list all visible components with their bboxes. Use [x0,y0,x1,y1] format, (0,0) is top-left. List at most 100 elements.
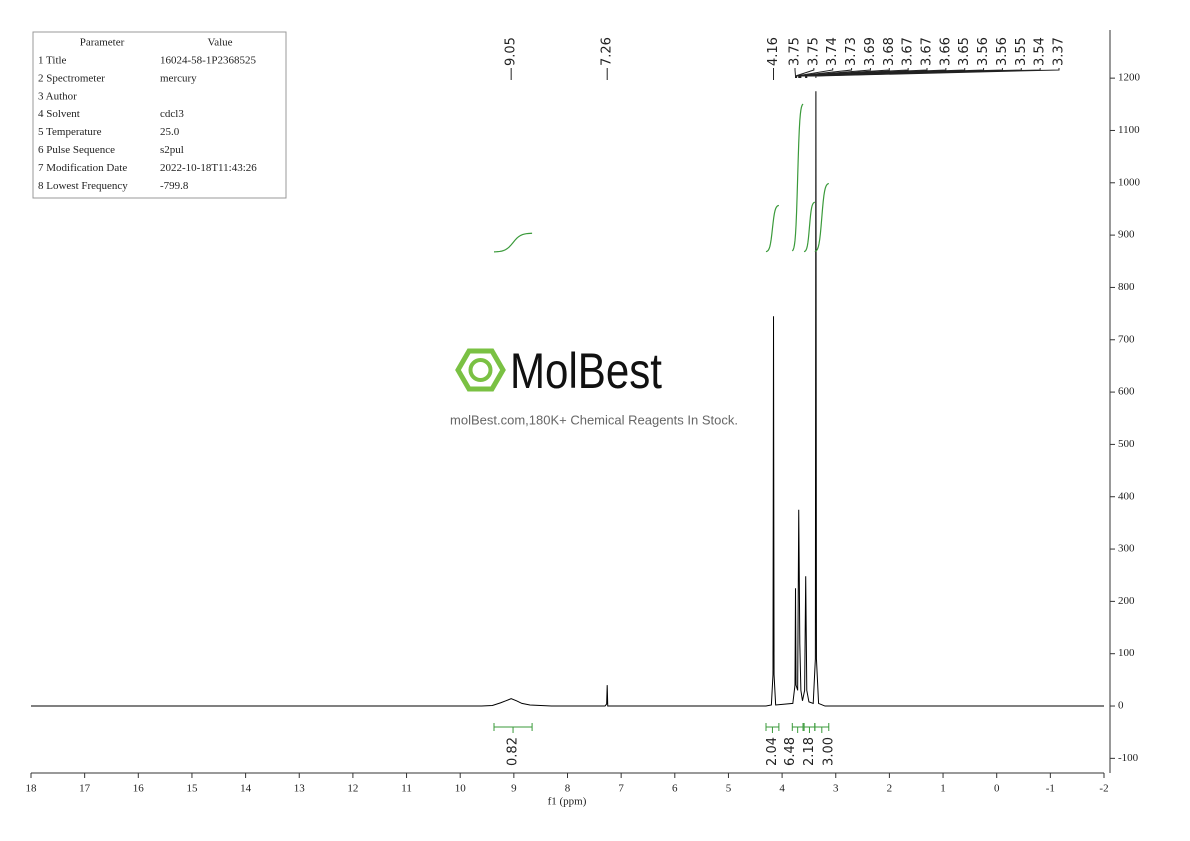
y-tick-label: -100 [1118,752,1139,764]
integral-curve [791,103,804,252]
peak-label: 3.68 [882,37,897,66]
peak-label: 3.69 [863,37,878,66]
parameter-table-frame [32,31,287,199]
peak-label: 3.37 [1052,37,1067,66]
parameter-name: 5 Temperature [38,126,102,138]
brand: MolBest [510,343,662,399]
integral-bracket [803,723,816,733]
parameter-name: 1 Title [38,55,67,67]
peak-label: 9.05 [504,37,519,66]
peak-label: 3.67 [901,37,916,66]
integral-bracket [493,723,533,733]
peak-label: 7.26 [600,37,615,66]
x-axis-label: f1 (ppm) [548,796,587,808]
y-tick-label: 300 [1118,543,1135,555]
table-header: Parameter [80,37,125,49]
parameter-name: 6 Pulse Sequence [38,144,115,156]
x-tick-label: 18 [26,783,38,795]
integral-bracket [791,723,804,733]
x-tick-label: -1 [1046,783,1055,795]
integral-bracket [814,723,830,733]
parameter-value: 2022-10-18T11:43:26 [160,162,257,174]
peak-label: 3.74 [825,37,840,66]
parameter-value: -799.8 [160,180,189,192]
x-tick-label: 11 [401,783,412,795]
parameter-name: 4 Solvent [38,108,80,120]
peak-label-line [815,68,1060,78]
peak-label-line [795,68,815,78]
x-tick-label: 13 [294,783,306,795]
peak-label: 3.65 [957,37,972,66]
parameter-name: 3 Author [38,90,77,102]
x-tick-label: 15 [186,783,198,795]
peak-label: 3.54 [1033,37,1048,66]
spectrum-line [31,91,1104,707]
peak-label-line [798,68,890,78]
y-tick-label: 800 [1118,281,1135,293]
integral-curve [493,232,533,253]
peak-label-line [796,68,853,78]
integral-label: 2.04 [765,737,780,766]
peak-label: 3.66 [938,37,953,66]
x-tick-label: 9 [511,783,517,795]
parameter-name: 7 Modification Date [38,162,127,174]
parameter-value: cdcl3 [160,108,184,120]
parameter-value: 16024-58-1P2368525 [160,55,256,67]
x-tick-label: 4 [779,783,785,795]
x-tick-label: 6 [672,783,678,795]
x-tick-label: 1 [940,783,946,795]
integral-curve [765,204,780,253]
parameter-value: mercury [160,72,197,84]
y-tick-label: 1100 [1118,124,1140,136]
peak-label: 3.67 [920,37,935,66]
peak-label: 3.73 [844,37,859,66]
integral-label: 2.18 [802,737,817,766]
table-header: Value [207,37,232,49]
y-tick-label: 600 [1118,386,1135,398]
integral-curve [803,201,816,253]
parameter-name: 2 Spectrometer [38,72,105,84]
parameter-value: 25.0 [160,126,180,138]
x-tick-label: 3 [833,783,839,795]
y-tick-label: 1200 [1118,72,1141,84]
integral-label: 6.48 [783,737,798,766]
integral-curve [814,182,830,253]
x-tick-label: 2 [887,783,893,795]
peak-label-line [798,68,871,78]
peak-label: 3.55 [1014,37,1029,66]
x-tick-label: 7 [618,783,624,795]
logo [455,348,506,392]
y-tick-label: 700 [1118,333,1135,345]
parameter-name: 8 Lowest Frequency [38,180,128,192]
x-tick-label: -2 [1099,783,1108,795]
x-tick-label: 5 [726,783,732,795]
peak-label: 3.75 [806,37,821,66]
peak-label: 3.56 [976,37,991,66]
y-tick-label: 900 [1118,229,1135,241]
peak-label: 3.75 [788,37,803,66]
y-tick-label: 400 [1118,490,1135,502]
x-tick-label: 14 [240,783,252,795]
y-tick-label: 200 [1118,595,1135,607]
y-tick-label: 500 [1118,438,1135,450]
y-tick-label: 0 [1118,700,1124,712]
peak-label-line [795,68,834,78]
y-tick-label: 1000 [1118,176,1141,188]
x-tick-label: 10 [455,783,467,795]
logo-hexagon [455,348,506,392]
tagline: molBest.com,180K+ Chemical Reagents In S… [450,412,738,427]
logo-ring [468,358,493,382]
integral-bracket [765,723,780,733]
parameter-value: s2pul [160,144,184,156]
integral-label: 0.82 [506,737,521,766]
peak-label: 4.16 [766,37,781,66]
x-tick-label: 12 [347,783,358,795]
x-tick-label: 0 [994,783,1000,795]
integral-label: 3.00 [821,737,836,766]
y-tick-label: 100 [1118,647,1135,659]
x-tick-label: 8 [565,783,571,795]
x-tick-label: 16 [133,783,145,795]
x-tick-label: 17 [79,783,91,795]
peak-label: 3.56 [995,37,1010,66]
